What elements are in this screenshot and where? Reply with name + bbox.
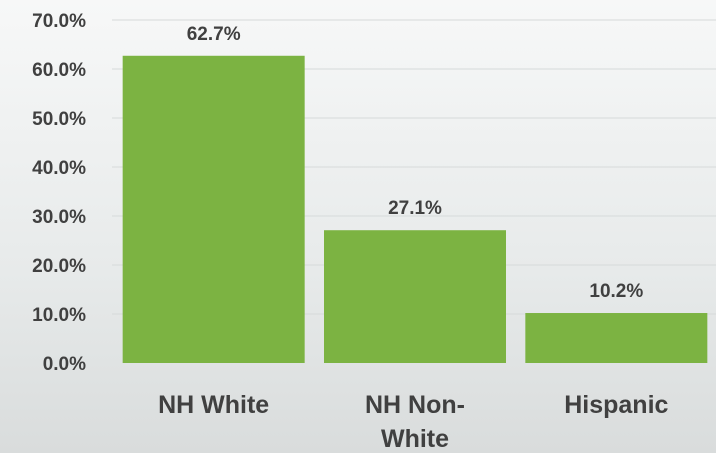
y-axis-tick-labels: 0.0% 10.0% 20.0% 30.0% 40.0% 50.0% 60.0% 70.0% — [32, 11, 86, 375]
y-tick-label: 0.0% — [43, 354, 86, 375]
y-tick-label: 70.0% — [32, 11, 86, 32]
y-tick-label: 60.0% — [32, 60, 86, 81]
data-label: 27.1% — [388, 198, 442, 219]
category-label: Hispanic — [564, 391, 668, 419]
bar — [324, 230, 506, 363]
y-tick-label: 20.0% — [32, 256, 86, 277]
category-label: NH White — [158, 391, 269, 419]
y-tick-label: 10.0% — [32, 305, 86, 326]
bar — [525, 313, 708, 363]
category-labels: NH White NH Non- White Hispanic — [158, 391, 668, 453]
y-tick-label: 50.0% — [32, 109, 86, 130]
y-tick-label: 30.0% — [32, 207, 86, 228]
bar — [122, 55, 305, 364]
data-label: 62.7% — [187, 24, 241, 45]
data-labels: 62.7% 27.1% 10.2% — [187, 24, 644, 302]
category-label: NH Non- — [365, 391, 465, 419]
category-label: White — [381, 425, 449, 453]
bars — [122, 55, 708, 364]
y-tick-label: 40.0% — [32, 158, 86, 179]
data-label: 10.2% — [589, 281, 643, 302]
